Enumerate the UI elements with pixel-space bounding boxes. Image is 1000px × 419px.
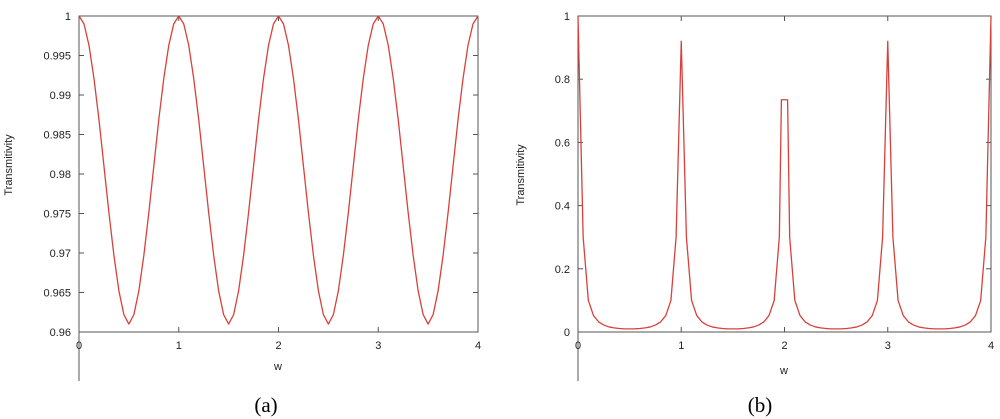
panel-b-y-tick-label: 0.4 <box>555 201 570 213</box>
panel-b-x-tick-label: 2 <box>781 340 787 352</box>
panel-a-chart: Transmitivity w (a) 0.96 0.965 0.97 0.975 0.… <box>3 11 481 417</box>
panel-a-ylabel: Transmitivity <box>3 134 15 196</box>
panel-a-x-tick-label: 3 <box>375 340 381 352</box>
panel-a-x-tick-label: 2 <box>275 340 281 352</box>
panel-a-plot-frame <box>78 15 479 333</box>
panel-b-ylabel: Transmitivity <box>515 144 527 206</box>
panel-b-chart: Transmitivity w (b) 0 0.2 0.4 0.6 0.8 1 0 1 2 3 4 <box>515 11 994 417</box>
panel-b-y-tick-label: 0 <box>564 327 570 339</box>
panel-a-y-tick-label: 0.98 <box>50 169 71 181</box>
panel-b-series-line <box>577 15 992 330</box>
panel-b-y-tick-label: 0.6 <box>555 137 570 149</box>
panel-a-y-tick-label: 0.975 <box>43 209 71 221</box>
panel-b-x-tick-label: 0 <box>575 340 581 352</box>
panel-b-plot-frame <box>577 15 992 333</box>
panel-b-y-tick-label: 0.8 <box>555 74 570 86</box>
panel-b-y-tick-label: 0.2 <box>555 264 570 276</box>
panel-b-x-tick-label: 1 <box>678 340 684 352</box>
panel-a-y-tick-label: 0.995 <box>43 51 71 63</box>
panel-a-x-tick-label: 1 <box>176 340 182 352</box>
panel-a-x-tick-label: 0 <box>76 340 82 352</box>
panel-a-y-tick-label: 0.99 <box>50 90 71 102</box>
panel-b-y-tick-label: 1 <box>564 11 570 23</box>
panel-a-xlabel: w <box>273 361 282 373</box>
panel-a-y-tick-label: 0.965 <box>43 288 71 300</box>
panel-a-y-tick-label: 0.97 <box>50 248 71 260</box>
panel-a-y-tick-label: 0.985 <box>43 130 71 142</box>
panel-a-series-line <box>78 15 479 325</box>
panel-b-x-tick-label: 4 <box>988 340 994 352</box>
panel-a-y-tick-label: 0.96 <box>50 327 71 339</box>
panel-a-caption: (a) <box>254 393 277 417</box>
panel-a-x-tick-label: 4 <box>475 340 481 352</box>
panel-a-y-tick-label: 1 <box>65 11 71 23</box>
panel-b-x-tick-label: 3 <box>885 340 891 352</box>
panel-b-xlabel: w <box>779 365 788 377</box>
panel-b-caption: (b) <box>748 393 773 417</box>
